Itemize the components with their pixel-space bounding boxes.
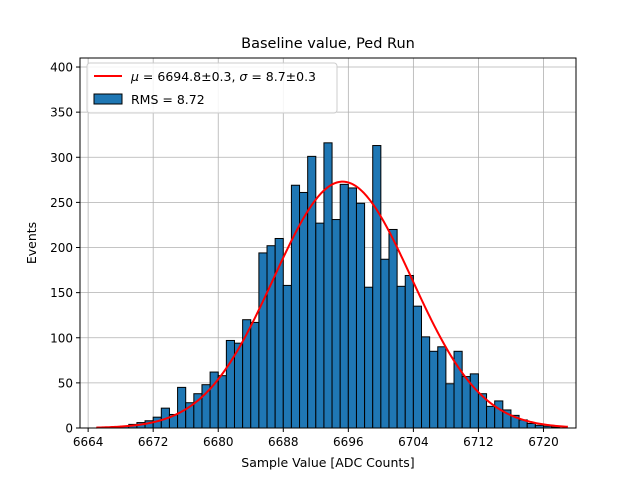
histogram-bar — [282, 284, 292, 429]
legend-mu-value: = 6694.8±0.3, — [139, 69, 239, 84]
legend-sigma-value: = 8.7±0.3 — [247, 69, 316, 84]
x-tick-label: 6688 — [268, 435, 299, 449]
histogram-bar — [233, 342, 244, 429]
y-tick-label: 150 — [50, 286, 73, 300]
x-axis-label: Sample Value [ADC Counts] — [241, 455, 414, 470]
histogram-bar — [250, 321, 260, 429]
y-tick-label: 300 — [50, 151, 73, 165]
legend-histogram-label: RMS = 8.72 — [131, 92, 205, 107]
histogram-bar — [355, 202, 366, 429]
legend: μ = 6694.8±0.3, σ = 8.7±0.3 RMS = 8.72 — [86, 62, 338, 114]
y-tick-label: 400 — [50, 61, 73, 75]
histogram-bar — [299, 191, 309, 429]
x-tick-label: 6704 — [398, 435, 429, 449]
histogram-bar — [372, 145, 382, 429]
legend-histogram-swatch — [93, 93, 123, 105]
histogram-bar — [307, 155, 317, 429]
legend-fit-label: μ = 6694.8±0.3, σ = 8.7±0.3 — [130, 69, 316, 84]
histogram-bar — [412, 305, 423, 429]
histogram-bar — [266, 245, 276, 429]
histogram-bar — [404, 274, 414, 429]
x-axis-ticks: 6664 6672 6680 6688 6696 6704 6712 6720 — [73, 428, 559, 449]
histogram-bar — [339, 183, 349, 429]
y-tick-label: 250 — [50, 196, 73, 210]
histogram-bar — [445, 383, 455, 429]
legend-sigma-symbol: σ — [239, 69, 248, 84]
chart-title: Baseline value, Ped Run — [241, 36, 415, 52]
histogram-bar — [421, 336, 431, 429]
x-tick-label: 6696 — [333, 435, 364, 449]
y-tick-label: 200 — [50, 241, 73, 255]
histogram-bar — [486, 405, 496, 429]
histogram-bar — [429, 350, 439, 429]
y-axis-ticks: 0 50 100 150 200 250 300 350 400 — [50, 61, 80, 436]
histogram-bar — [526, 422, 536, 429]
histogram-bar — [388, 228, 398, 429]
y-tick-label: 350 — [50, 106, 73, 120]
histogram-bar — [258, 252, 268, 429]
histogram-bar — [331, 219, 341, 429]
x-tick-label: 6664 — [73, 435, 104, 449]
histogram-bar — [380, 258, 390, 429]
histogram-bars — [112, 142, 561, 429]
x-tick-label: 6720 — [528, 435, 559, 449]
histogram-bar — [437, 346, 447, 429]
y-axis-label: Events — [24, 222, 39, 264]
x-tick-label: 6680 — [203, 435, 234, 449]
histogram-bar — [347, 187, 357, 429]
legend-mu-symbol: μ — [130, 69, 139, 84]
x-tick-label: 6672 — [138, 435, 169, 449]
histogram-bar — [225, 339, 235, 429]
y-tick-label: 0 — [65, 422, 73, 436]
histogram-bar — [396, 285, 406, 429]
histogram-bar — [494, 400, 504, 429]
histogram-bar — [290, 184, 301, 429]
plot-frame — [79, 57, 577, 429]
histogram-bar — [315, 222, 325, 429]
histogram-bar — [469, 373, 479, 429]
histogram-bar — [364, 286, 374, 429]
histogram-bar — [177, 386, 187, 429]
legend-box — [86, 62, 338, 114]
x-tick-label: 6712 — [463, 435, 494, 449]
histogram-bar — [217, 375, 227, 429]
gaussian-fit-curve — [96, 180, 568, 429]
histogram-bar — [461, 376, 471, 429]
y-tick-label: 100 — [50, 331, 73, 345]
y-tick-label: 50 — [58, 376, 73, 390]
